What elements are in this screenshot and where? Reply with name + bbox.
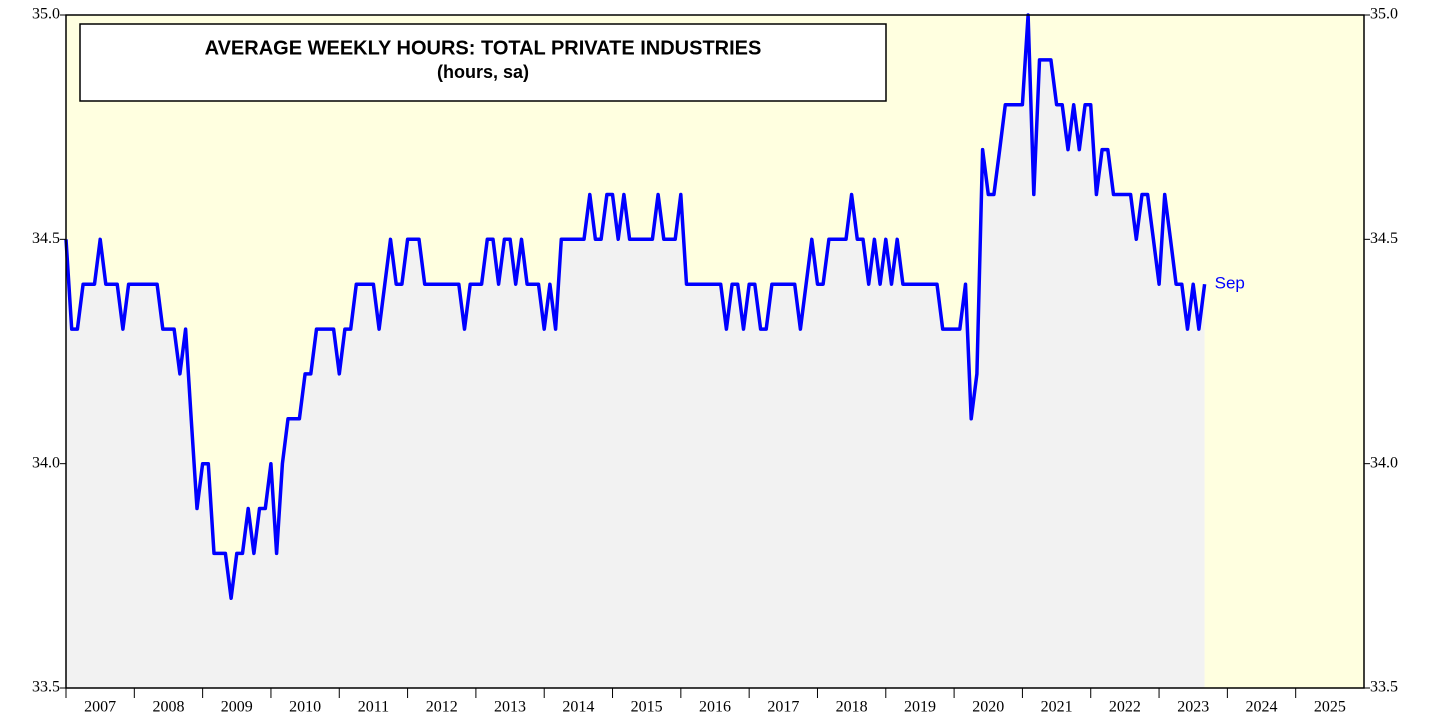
x-tick-label: 2016: [699, 699, 731, 716]
x-tick-label: 2018: [836, 699, 868, 716]
y-tick-label: 34.5: [32, 230, 60, 247]
y-tick-label: 33.5: [32, 679, 60, 696]
title-box: [79, 23, 887, 102]
y2-tick-label: 34.5: [1370, 230, 1398, 247]
x-tick-label: 2014: [562, 699, 594, 716]
x-tick-label: 2019: [904, 699, 936, 716]
y2-tick-label: 34.0: [1370, 454, 1398, 471]
area: [66, 15, 1205, 688]
x-tick-label: 2007: [84, 699, 116, 716]
x-tick-label: 2020: [972, 699, 1004, 716]
x-tick-label: 2009: [221, 699, 253, 716]
x-tick-label: 2008: [152, 699, 184, 716]
x-tick-label: 2015: [631, 699, 663, 716]
line: [64, 13, 1207, 601]
x-tick-label: 2011: [358, 699, 389, 716]
y2-tick-label: 35.0: [1370, 6, 1398, 23]
x-tick-label: 2025: [1314, 699, 1346, 716]
chart-subtitle: (hours, sa): [437, 62, 529, 82]
plot-area: [64, 13, 1207, 688]
chart-title: AVERAGE WEEKLY HOURS: TOTAL PRIVATE INDU…: [205, 37, 762, 59]
y-tick-label: 35.0: [32, 6, 60, 23]
x-tick-label: 2022: [1109, 699, 1141, 716]
x-tick-label: 2021: [1041, 699, 1073, 716]
x-tick-label: 2024: [1246, 699, 1278, 716]
x-tick-label: 2012: [426, 699, 458, 716]
x-tick-label: 2013: [494, 699, 526, 716]
x-tick-label: 2023: [1177, 699, 1209, 716]
x-tick-label: 2010: [289, 699, 321, 716]
annotation: Sep: [1215, 274, 1245, 293]
x-tick-label: 2017: [767, 699, 799, 716]
y2-tick-label: 33.5: [1370, 679, 1398, 696]
y-tick-label: 34.0: [32, 454, 60, 471]
plot-frame: [65, 14, 1365, 689]
